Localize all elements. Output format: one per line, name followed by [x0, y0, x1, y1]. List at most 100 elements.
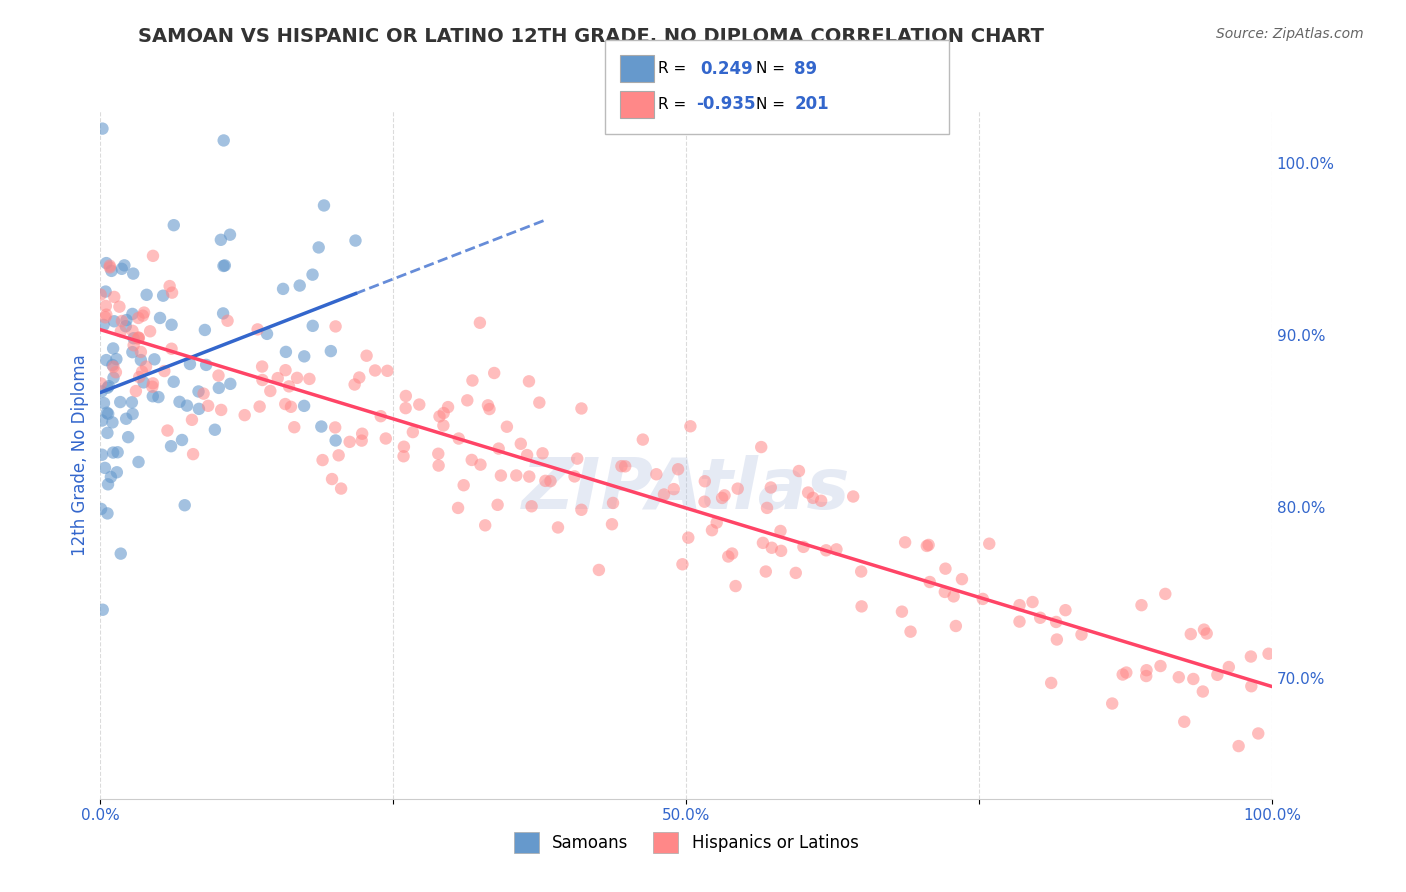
- Point: [724, 579, 747, 593]
- Point: [98, 260, 121, 275]
- Point: [98, 259, 121, 273]
- Point: [250, 359, 273, 374]
- Point: [212, 133, 235, 147]
- Point: [1040, 676, 1063, 690]
- Point: [100, 264, 122, 278]
- Text: SAMOAN VS HISPANIC OR LATINO 12TH GRADE, NO DIPLOMA CORRELATION CHART: SAMOAN VS HISPANIC OR LATINO 12TH GRADE,…: [138, 27, 1043, 45]
- Point: [529, 395, 551, 409]
- Point: [364, 363, 387, 377]
- Point: [135, 359, 157, 374]
- Point: [395, 389, 418, 403]
- Point: [934, 562, 956, 576]
- Point: [108, 300, 131, 314]
- Point: [93, 396, 115, 410]
- Point: [1101, 697, 1123, 711]
- Point: [96, 381, 118, 395]
- Point: [111, 314, 134, 328]
- Point: [301, 268, 323, 282]
- Point: [1008, 598, 1031, 612]
- Point: [173, 498, 195, 512]
- Point: [564, 469, 586, 483]
- Point: [160, 342, 183, 356]
- Point: [274, 345, 297, 359]
- Point: [602, 496, 624, 510]
- Point: [377, 364, 399, 378]
- Point: [950, 572, 973, 586]
- Point: [292, 399, 315, 413]
- Point: [114, 319, 136, 334]
- Point: [97, 407, 120, 421]
- Point: [94, 310, 117, 325]
- Point: [256, 326, 278, 341]
- Point: [149, 310, 172, 325]
- Point: [217, 314, 239, 328]
- Point: [631, 433, 654, 447]
- Point: [208, 381, 231, 395]
- Point: [1240, 679, 1263, 693]
- Point: [1167, 670, 1189, 684]
- Point: [233, 408, 256, 422]
- Point: [453, 478, 475, 492]
- Point: [117, 430, 139, 444]
- Text: ZIPAtlas: ZIPAtlas: [522, 455, 851, 524]
- Point: [496, 419, 519, 434]
- Point: [176, 399, 198, 413]
- Point: [163, 375, 186, 389]
- Point: [131, 365, 153, 379]
- Point: [160, 285, 183, 300]
- Point: [115, 411, 138, 425]
- Point: [122, 331, 145, 345]
- Point: [274, 397, 297, 411]
- Point: [1192, 623, 1215, 637]
- Point: [100, 470, 122, 484]
- Point: [292, 350, 315, 364]
- Point: [1045, 615, 1067, 629]
- Point: [132, 309, 155, 323]
- Point: [678, 531, 700, 545]
- Point: [122, 267, 145, 281]
- Point: [97, 477, 120, 491]
- Point: [1046, 632, 1069, 647]
- Point: [395, 401, 418, 416]
- Point: [204, 423, 226, 437]
- Point: [662, 482, 685, 496]
- Point: [1008, 615, 1031, 629]
- Text: R =: R =: [658, 97, 696, 112]
- Point: [135, 288, 157, 302]
- Point: [96, 507, 118, 521]
- Point: [91, 448, 114, 462]
- Point: [1218, 660, 1240, 674]
- Point: [121, 324, 143, 338]
- Point: [693, 475, 716, 489]
- Point: [107, 445, 129, 459]
- Point: [96, 406, 118, 420]
- Point: [128, 331, 150, 345]
- Point: [505, 468, 527, 483]
- Point: [770, 544, 793, 558]
- Point: [652, 487, 675, 501]
- Point: [1112, 667, 1135, 681]
- Point: [283, 420, 305, 434]
- Point: [105, 465, 128, 479]
- Legend: Samoans, Hispanics or Latinos: Samoans, Hispanics or Latinos: [501, 819, 872, 866]
- Point: [181, 413, 204, 427]
- Point: [1180, 627, 1202, 641]
- Point: [96, 308, 118, 322]
- Point: [610, 459, 633, 474]
- Point: [101, 445, 124, 459]
- Point: [517, 374, 540, 388]
- Point: [1115, 665, 1137, 680]
- Point: [392, 449, 415, 463]
- Point: [267, 371, 290, 385]
- Y-axis label: 12th Grade, No Diploma: 12th Grade, No Diploma: [72, 354, 89, 556]
- Point: [330, 482, 353, 496]
- Point: [90, 376, 112, 391]
- Point: [259, 384, 281, 398]
- Point: [285, 371, 308, 385]
- Point: [486, 498, 509, 512]
- Point: [94, 299, 117, 313]
- Point: [571, 503, 593, 517]
- Point: [374, 432, 396, 446]
- Point: [319, 344, 342, 359]
- Point: [666, 462, 689, 476]
